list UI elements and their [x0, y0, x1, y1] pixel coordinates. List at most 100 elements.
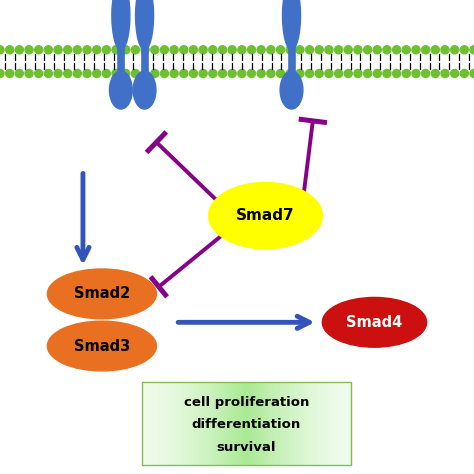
- Circle shape: [285, 69, 295, 78]
- Ellipse shape: [136, 0, 154, 50]
- Circle shape: [324, 69, 334, 78]
- Circle shape: [363, 45, 373, 55]
- Circle shape: [208, 45, 218, 55]
- Circle shape: [450, 45, 459, 55]
- Circle shape: [15, 69, 24, 78]
- Circle shape: [228, 45, 237, 55]
- Text: differentiation: differentiation: [192, 418, 301, 431]
- Circle shape: [353, 45, 363, 55]
- Circle shape: [266, 45, 275, 55]
- Circle shape: [73, 69, 82, 78]
- Text: cell proliferation: cell proliferation: [184, 396, 309, 409]
- Ellipse shape: [112, 0, 130, 50]
- Circle shape: [344, 45, 353, 55]
- Circle shape: [101, 69, 111, 78]
- Circle shape: [63, 69, 73, 78]
- Circle shape: [382, 45, 392, 55]
- Circle shape: [228, 69, 237, 78]
- Circle shape: [92, 69, 101, 78]
- Circle shape: [101, 45, 111, 55]
- Circle shape: [469, 69, 474, 78]
- Circle shape: [450, 69, 459, 78]
- Circle shape: [295, 45, 305, 55]
- Circle shape: [247, 45, 256, 55]
- Circle shape: [237, 69, 246, 78]
- Ellipse shape: [283, 0, 301, 50]
- Circle shape: [314, 69, 324, 78]
- Circle shape: [334, 69, 343, 78]
- Circle shape: [150, 69, 160, 78]
- Circle shape: [218, 45, 227, 55]
- Circle shape: [373, 45, 382, 55]
- Circle shape: [34, 69, 44, 78]
- Circle shape: [218, 69, 227, 78]
- Circle shape: [24, 45, 34, 55]
- Ellipse shape: [322, 298, 427, 347]
- Ellipse shape: [109, 71, 132, 109]
- Circle shape: [469, 45, 474, 55]
- Ellipse shape: [133, 71, 156, 109]
- Circle shape: [256, 45, 266, 55]
- Text: Smad7: Smad7: [236, 208, 295, 223]
- Circle shape: [179, 69, 189, 78]
- Circle shape: [382, 69, 392, 78]
- Circle shape: [353, 69, 363, 78]
- Circle shape: [131, 69, 140, 78]
- Circle shape: [150, 45, 160, 55]
- Ellipse shape: [280, 71, 303, 109]
- Circle shape: [430, 69, 440, 78]
- Circle shape: [421, 69, 430, 78]
- Circle shape: [314, 45, 324, 55]
- Circle shape: [199, 45, 208, 55]
- Circle shape: [363, 69, 373, 78]
- Circle shape: [430, 45, 440, 55]
- Circle shape: [411, 69, 421, 78]
- Text: Smad4: Smad4: [346, 315, 402, 330]
- Circle shape: [237, 45, 246, 55]
- Circle shape: [63, 45, 73, 55]
- Circle shape: [82, 45, 92, 55]
- Circle shape: [111, 69, 121, 78]
- Circle shape: [82, 69, 92, 78]
- Circle shape: [140, 69, 150, 78]
- Ellipse shape: [47, 269, 156, 319]
- Circle shape: [276, 45, 285, 55]
- Circle shape: [344, 69, 353, 78]
- Circle shape: [5, 69, 14, 78]
- Circle shape: [24, 69, 34, 78]
- Ellipse shape: [209, 182, 322, 249]
- Text: Smad3: Smad3: [74, 338, 130, 354]
- Circle shape: [401, 69, 411, 78]
- Circle shape: [169, 69, 179, 78]
- Circle shape: [34, 45, 44, 55]
- Circle shape: [392, 69, 401, 78]
- Circle shape: [401, 45, 411, 55]
- Circle shape: [266, 69, 275, 78]
- Circle shape: [276, 69, 285, 78]
- Circle shape: [334, 45, 343, 55]
- Circle shape: [169, 45, 179, 55]
- Circle shape: [121, 69, 130, 78]
- Circle shape: [44, 45, 53, 55]
- Circle shape: [140, 45, 150, 55]
- Circle shape: [0, 69, 5, 78]
- Circle shape: [421, 45, 430, 55]
- Circle shape: [285, 45, 295, 55]
- Circle shape: [5, 45, 14, 55]
- Circle shape: [131, 45, 140, 55]
- Circle shape: [189, 45, 198, 55]
- Circle shape: [392, 45, 401, 55]
- Circle shape: [460, 69, 469, 78]
- Circle shape: [179, 45, 189, 55]
- Circle shape: [111, 45, 121, 55]
- Text: survival: survival: [217, 441, 276, 455]
- Circle shape: [411, 45, 421, 55]
- Circle shape: [247, 69, 256, 78]
- Ellipse shape: [47, 321, 156, 371]
- Circle shape: [0, 45, 5, 55]
- Circle shape: [373, 69, 382, 78]
- Circle shape: [160, 69, 169, 78]
- Circle shape: [44, 69, 53, 78]
- Circle shape: [440, 69, 450, 78]
- Circle shape: [305, 45, 314, 55]
